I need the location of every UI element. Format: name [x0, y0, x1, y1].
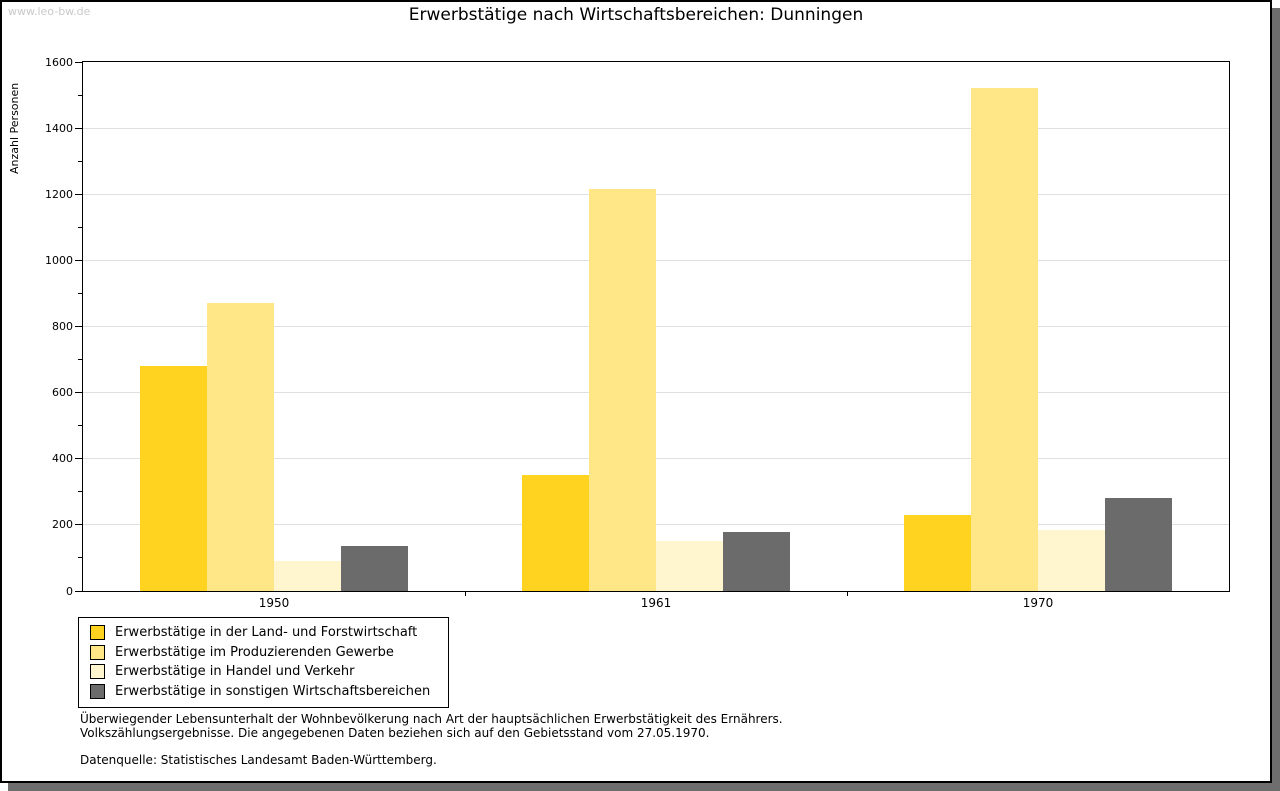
- bar-group-1970: [847, 62, 1229, 591]
- bar: [207, 303, 274, 591]
- y-minor-tick: [78, 557, 82, 559]
- legend-item-label: Erwerbstätige in Handel und Verkehr: [115, 664, 355, 680]
- gridline: [83, 458, 1229, 460]
- gridline: [83, 326, 1229, 327]
- chart-title: Erwerbstätige nach Wirtschaftsbereichen:…: [408, 5, 864, 25]
- plot-area: 0 200 400 600 800 1000 1200 1400 1600 1950 1961 197…: [45, 56, 1230, 610]
- bar: [723, 531, 790, 591]
- y-minor-tick: [78, 359, 82, 361]
- y-minor-tick: [78, 292, 82, 294]
- bar-group-1961: [465, 62, 847, 591]
- legend-item-label: Erwerbstätige in sonstigen Wirtschaftsbe…: [115, 683, 431, 699]
- x-boundary-tick: [464, 591, 466, 596]
- bar: [274, 561, 341, 591]
- legend-item: Erwerbstätige in sonstigen Wirtschaftsbe…: [79, 682, 448, 702]
- y-axis-title: Anzahl Personen: [8, 82, 21, 174]
- y-major-tick: [75, 326, 82, 327]
- bar: [522, 475, 589, 591]
- y-minor-tick: [78, 160, 82, 162]
- legend-item: Erwerbstätige in Handel und Verkehr: [79, 662, 448, 682]
- y-minor-tick: [78, 425, 82, 427]
- y-tick-label: 1000: [45, 253, 73, 267]
- y-major-tick: [75, 193, 82, 195]
- bar: [904, 514, 971, 591]
- legend-color-swatch: [90, 625, 105, 641]
- y-tick-label: 600: [52, 386, 73, 400]
- gridline: [83, 392, 1229, 394]
- legend-color-swatch: [90, 644, 105, 660]
- legend-item: Erwerbstätige im Produzierenden Gewerbe: [79, 643, 448, 663]
- footnote-line-1: Überwiegender Lebensunterhalt der Wohnbe…: [80, 712, 783, 726]
- y-minor-tick: [78, 226, 82, 228]
- y-tick-label: 1400: [45, 121, 73, 135]
- bar: [140, 366, 207, 591]
- y-major-tick: [75, 458, 82, 460]
- bar: [656, 541, 723, 591]
- gridline: [83, 524, 1229, 526]
- bar: [341, 546, 408, 591]
- frame-shadow-right: [1272, 8, 1280, 791]
- legend-item: Erwerbstätige in der Land- und Forstwirt…: [79, 623, 448, 643]
- y-major-tick: [75, 524, 82, 526]
- x-category-label: 1961: [640, 596, 672, 610]
- legend-item-label: Erwerbstätige im Produzierenden Gewerbe: [115, 644, 394, 660]
- y-tick-label: 0: [66, 584, 73, 598]
- y-major-tick: [75, 590, 82, 592]
- bar-group-1950: [83, 62, 465, 591]
- footnote-line-2: Volkszählungsergebnisse. Die angegebenen…: [80, 726, 710, 740]
- watermark-url: www.leo-bw.de: [8, 5, 91, 18]
- bar: [1105, 498, 1172, 591]
- bar: [1038, 529, 1105, 591]
- y-tick-label: 1200: [45, 187, 73, 201]
- bar: [971, 88, 1038, 591]
- y-tick-label: 1600: [45, 55, 73, 69]
- y-major-tick: [75, 127, 82, 129]
- legend-color-swatch: [90, 683, 105, 699]
- gridline: [83, 193, 1229, 195]
- y-tick-label: 400: [52, 452, 73, 466]
- y-major-tick: [75, 392, 82, 394]
- legend-box: Erwerbstätige in der Land- und Forstwirt…: [78, 617, 449, 708]
- frame-shadow-bottom: [8, 783, 1272, 791]
- legend-item-label: Erwerbstätige in der Land- und Forstwirt…: [115, 625, 418, 641]
- x-boundary-tick: [846, 591, 848, 596]
- bar: [589, 189, 656, 591]
- footnote-datasource: Datenquelle: Statistisches Landesamt Bad…: [80, 753, 437, 767]
- y-major-tick: [75, 259, 82, 261]
- legend-color-swatch: [90, 664, 105, 680]
- y-major-tick: [75, 61, 82, 63]
- y-tick-label: 200: [52, 518, 73, 532]
- gridline: [83, 127, 1229, 129]
- gridline: [83, 259, 1229, 261]
- y-tick-label: 800: [52, 320, 73, 333]
- y-minor-tick: [78, 491, 82, 493]
- x-category-label: 1970: [1022, 596, 1054, 610]
- x-category-label: 1950: [258, 596, 290, 610]
- y-minor-tick: [78, 94, 82, 96]
